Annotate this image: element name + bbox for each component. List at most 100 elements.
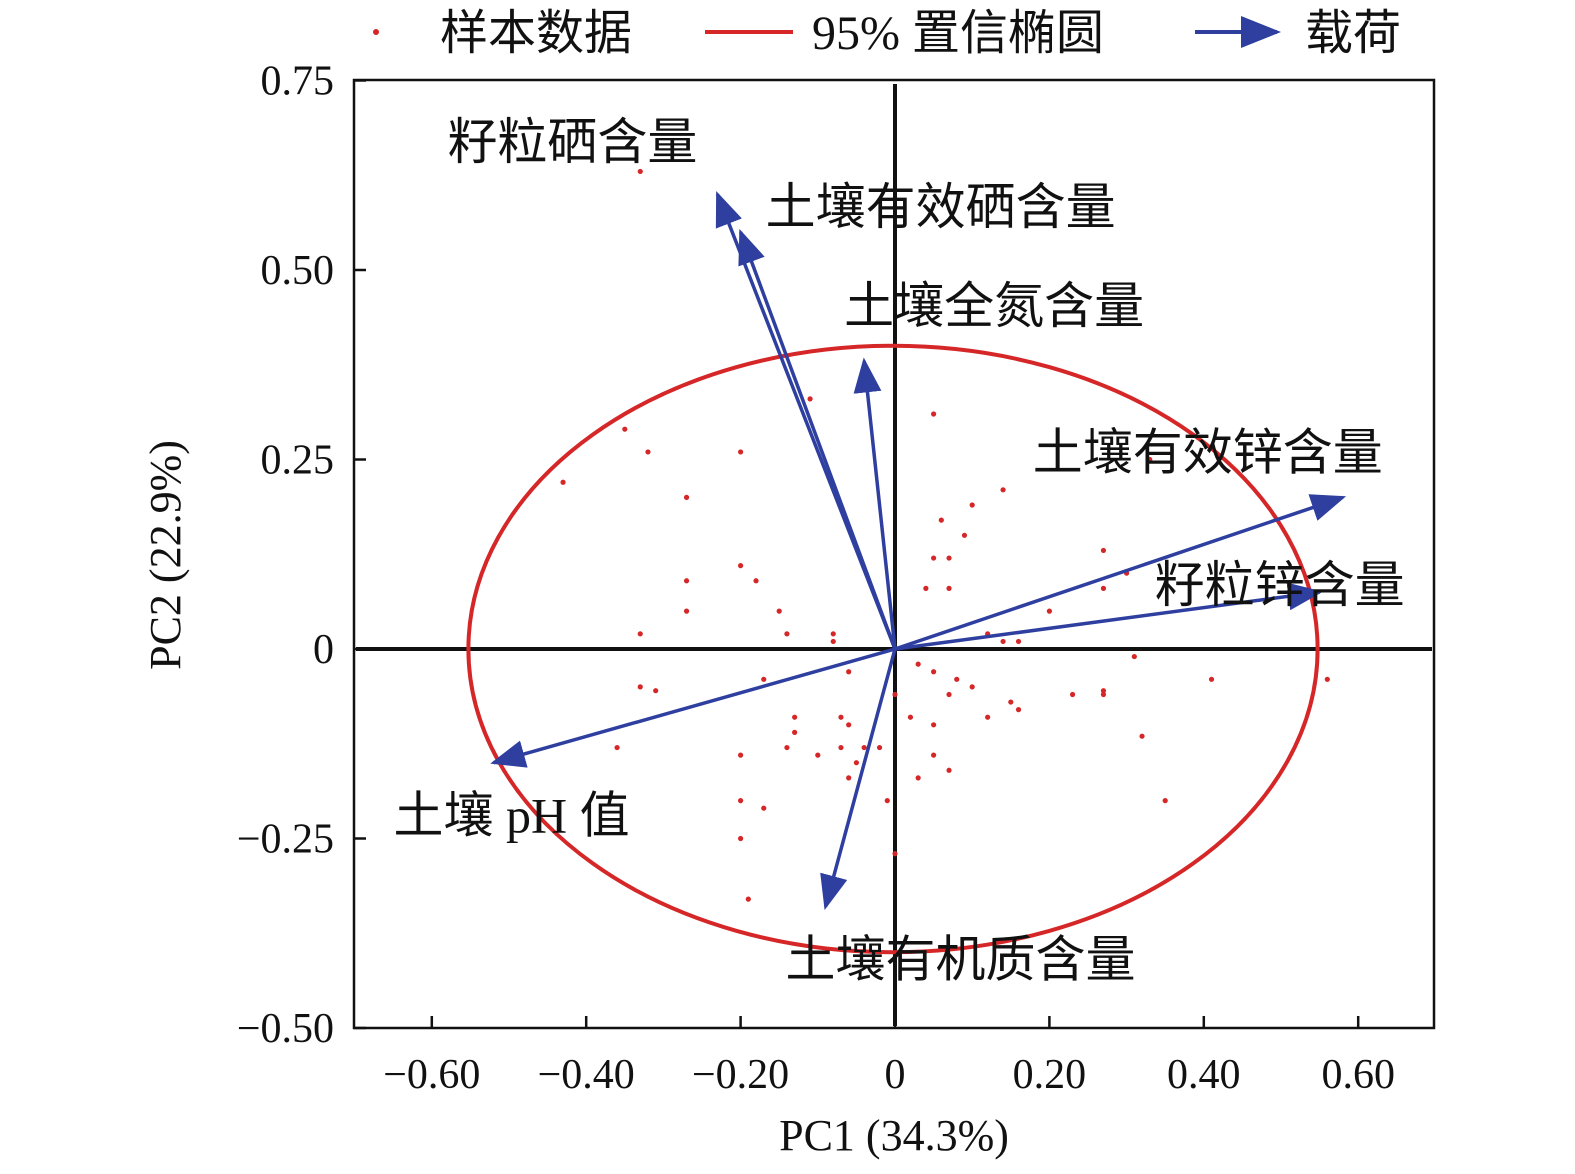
x-tick-label: 0.60 [1321,1052,1395,1098]
sample-point [985,714,991,720]
sample-point [738,798,744,804]
loading-arrow [738,228,897,650]
confidence-ellipse [466,343,1320,955]
sample-point [1069,691,1076,698]
legend: 样本数据 95% 置信椭圆 载荷 [373,7,1401,60]
loading-vectors [490,190,1347,911]
x-tick-label: −0.20 [692,1052,789,1098]
legend-entry: 95% 置信椭圆 [705,7,1104,60]
sample-point [776,608,782,614]
sample-point [876,744,883,751]
loading-label: 籽粒硒含量 [447,114,697,170]
legend-label: 95% 置信椭圆 [812,7,1104,60]
sample-point [738,835,744,842]
loading-arrow [894,582,1324,651]
sample-point [784,631,790,637]
sample-point [560,479,566,485]
sample-point [637,168,643,175]
sample-point [830,638,836,645]
sample-point [931,411,937,417]
sample-point [738,449,744,455]
x-tick-label: 0.20 [1013,1052,1087,1098]
loading-label: 土壤全氮含量 [844,278,1144,334]
sample-point [1015,638,1022,645]
loading-arrow [820,648,897,911]
sample-point [1100,688,1107,694]
x-axis-title: PC1 (34.3%) [779,1111,1009,1160]
sample-point [1208,676,1215,682]
sample-point [946,691,952,698]
sample-point [683,494,690,500]
sample-point [1000,638,1006,645]
loading-arrow [894,494,1347,651]
sample-point [946,585,952,591]
y-tick-label: 0.50 [261,248,335,294]
y-tick-label: −0.50 [237,1006,334,1052]
x-tick-label: 0 [885,1052,906,1098]
sample-point [938,517,944,523]
sample-point [614,744,620,751]
sample-point [645,449,651,455]
sample-point [1147,456,1153,463]
y-axis: −0.50 −0.25 0 0.25 0.50 0.75 [237,59,366,1052]
sample-point [753,578,759,584]
sample-point [1324,676,1330,682]
sample-point [745,896,751,902]
sample-point [653,688,659,694]
sample-point [792,714,798,720]
sample-point [1046,608,1052,614]
y-tick-label: 0.75 [261,59,335,105]
loading-arrow [490,647,896,768]
sample-point [946,555,952,561]
sample-point [738,752,744,758]
sample-point [761,805,767,811]
loading-label: 土壤有机质含量 [786,932,1136,988]
sample-point [931,555,937,561]
sample-point [915,775,921,781]
sample-point [946,767,952,773]
x-tick-label: −0.60 [383,1052,480,1098]
sample-point [923,585,929,591]
y-tick-label: 0 [313,627,334,673]
sample-point [637,684,643,690]
loading-arrow [853,357,897,650]
legend-point-symbol [373,29,379,35]
x-tick-label: −0.40 [538,1052,635,1098]
sample-point [1000,487,1006,493]
x-tick-label: 0.40 [1167,1052,1241,1098]
legend-entry: 样本数据 [373,7,632,60]
sample-point [1162,798,1168,804]
sample-point [907,714,914,720]
sample-point [830,631,836,637]
sample-point [683,578,690,584]
loading-label: 籽粒锌含量 [1155,557,1405,613]
sample-point [931,752,937,758]
sample-point [683,608,690,614]
sample-point [931,669,937,675]
y-tick-label: −0.25 [237,817,334,863]
x-axis: −0.60 −0.40 −0.20 0 0.20 0.40 0.60 [383,1016,1395,1098]
sample-point [846,775,852,781]
sample-point [784,744,790,751]
sample-point [931,722,937,728]
sample-point [1015,707,1022,713]
sample-point [884,798,890,804]
sample-point [637,631,643,637]
sample-point [969,502,975,508]
sample-point [861,744,867,751]
legend-label: 样本数据 [440,7,632,60]
sample-point [838,714,844,720]
sample-point [761,676,767,682]
sample-point [853,760,860,766]
sample-point [846,722,852,728]
sample-point [1008,699,1014,705]
sample-point [622,426,628,432]
sample-point [892,851,898,857]
loading-label: 土壤有效锌含量 [1033,424,1383,480]
sample-point [1131,653,1137,660]
sample-point [1100,585,1107,591]
y-axis-title: PC2 (22.9%) [141,440,190,670]
sample-point [1100,547,1107,554]
sample-point [954,676,960,682]
